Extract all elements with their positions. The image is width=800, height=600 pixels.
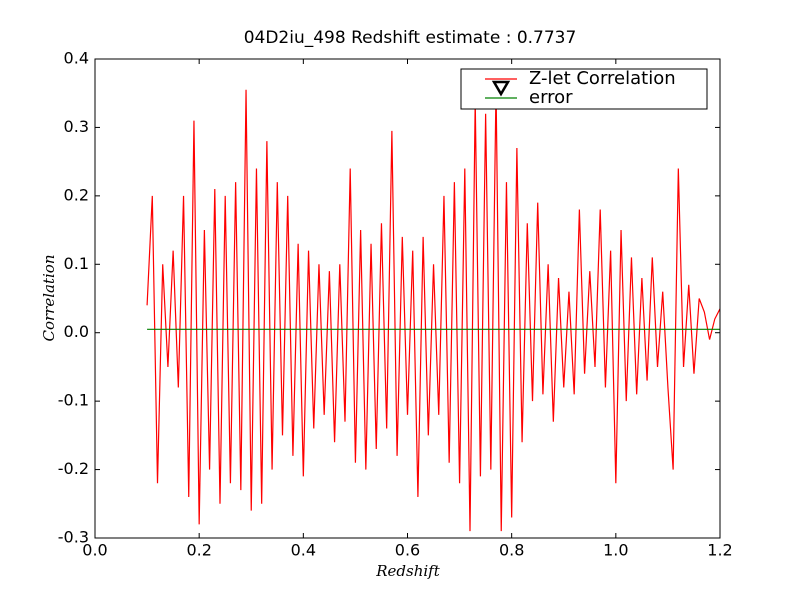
x-tick-label: 1.0 xyxy=(603,541,628,560)
y-tick-label: -0.1 xyxy=(58,391,89,410)
series-line xyxy=(146,86,720,532)
legend-marker xyxy=(491,80,511,97)
legend-label: error xyxy=(529,87,573,108)
chart-title: 04D2iu_498 Redshift estimate : 0.7737 xyxy=(244,28,577,48)
legend-box xyxy=(460,68,708,110)
y-tick-label: -0.2 xyxy=(58,459,89,478)
x-tick-label: 0.2 xyxy=(186,541,211,560)
legend-label: Z-let Correlation xyxy=(529,68,676,89)
x-tick-label: 0.4 xyxy=(291,541,316,560)
x-tick-label: 1.2 xyxy=(707,541,732,560)
y-tick-label: 0.2 xyxy=(64,185,89,204)
y-tick-label: 0.1 xyxy=(64,254,89,273)
x-tick-label: 0.0 xyxy=(82,541,107,560)
x-tick-label: 0.8 xyxy=(499,541,524,560)
y-tick-label: 0.0 xyxy=(64,322,89,341)
y-tick-label: 0.3 xyxy=(64,117,89,136)
y-tick-label: 0.4 xyxy=(64,49,89,68)
y-axis-label: Correlation xyxy=(40,255,58,342)
x-tick-label: 0.6 xyxy=(395,541,420,560)
x-axis-label: Redshift xyxy=(375,562,440,580)
y-tick-label: -0.3 xyxy=(58,528,89,547)
